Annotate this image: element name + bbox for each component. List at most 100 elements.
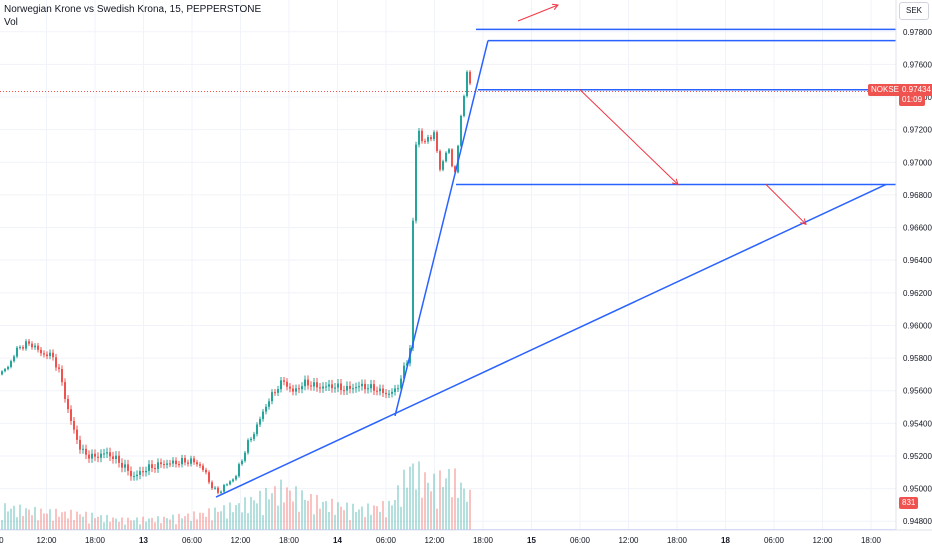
arrow-head: [672, 178, 679, 186]
candle-body: [295, 388, 297, 392]
volume-bar: [409, 466, 411, 530]
volume-bar: [436, 508, 438, 530]
price-tick-label: 0.97000: [903, 158, 932, 167]
arrow-line: [579, 89, 679, 185]
volume-bar: [280, 479, 282, 530]
price-tick-label: 0.95200: [903, 452, 932, 461]
candle-body: [439, 151, 441, 170]
volume-bar: [238, 503, 240, 530]
candle-body: [241, 460, 243, 465]
volume-bar: [421, 497, 423, 530]
candle-body: [121, 462, 123, 468]
chart-title: Norwegian Krone vs Swedish Krona, 15, PE…: [4, 4, 262, 15]
volume-bar: [307, 500, 309, 530]
candle-body: [97, 456, 99, 458]
volume-bar: [127, 517, 129, 530]
candle-body: [25, 341, 27, 349]
volume-value-tag: 831: [899, 497, 919, 509]
candle-body: [469, 71, 471, 84]
candle-body: [127, 464, 129, 471]
candle-body: [418, 130, 420, 145]
candle-body: [88, 454, 90, 459]
volume-bar: [361, 506, 363, 530]
time-scale[interactable]: :00 12:00 18:00 13 06:00 12:00 18:00 14 06:00 12:…: [0, 529, 932, 550]
candle-body: [325, 386, 327, 388]
price-scale[interactable]: 0.978000.976000.974000.972000.970000.968…: [895, 0, 932, 550]
time-tick-label: 06:00: [182, 536, 203, 545]
volume-bar: [196, 519, 198, 530]
arrow-line: [765, 184, 807, 225]
volume-bar: [208, 508, 210, 530]
candle-body: [34, 345, 36, 348]
time-scale-bg: [0, 530, 932, 550]
candle-body: [415, 144, 417, 221]
candle-body: [133, 476, 135, 478]
trend-line-steep: [394, 40, 489, 417]
volume-bar: [277, 505, 279, 530]
candle-body: [466, 71, 468, 97]
candle-body: [202, 465, 204, 470]
candle-body: [52, 352, 54, 358]
candle-body: [376, 390, 378, 392]
candle-body: [118, 455, 120, 463]
volume-bar: [229, 502, 231, 530]
volume-bar: [175, 524, 177, 530]
volume-bar: [349, 520, 351, 530]
candle-body: [115, 455, 117, 460]
candle-body: [223, 485, 225, 492]
volume-bar: [259, 490, 261, 530]
volume-bar: [1, 520, 3, 530]
candle-body: [172, 460, 174, 464]
volume-bars: [1, 461, 471, 530]
candle-body: [298, 388, 300, 390]
candle-body: [166, 463, 168, 465]
time-tick-label: 18:00: [667, 536, 688, 545]
price-tick-label: 0.96400: [903, 256, 932, 265]
volume-bar: [37, 520, 39, 530]
price-tick-label: 0.96800: [903, 191, 932, 200]
candle-body: [400, 378, 402, 389]
drawing-layer[interactable]: [0, 3, 896, 531]
volume-bar: [133, 520, 135, 530]
volume-bar: [424, 472, 426, 530]
candle-body: [388, 393, 390, 395]
candle-body: [463, 96, 465, 116]
volume-bar: [358, 509, 360, 530]
volume-bar: [205, 516, 207, 530]
volume-bar: [100, 515, 102, 530]
time-tick-label: 12:00: [424, 536, 445, 545]
price-scale-bg: [896, 0, 932, 550]
volume-bar: [325, 501, 327, 530]
volume-bar: [463, 488, 465, 530]
volume-bar: [331, 498, 333, 530]
candle-body: [280, 380, 282, 390]
volume-bar: [403, 469, 405, 530]
volume-bar: [271, 493, 273, 530]
grid-lines: [0, 0, 896, 530]
volume-bar: [373, 505, 375, 530]
candle-body: [379, 388, 381, 392]
candle-body: [106, 452, 108, 454]
time-tick-label: 18:00: [279, 536, 300, 545]
candle-body: [163, 464, 165, 466]
candle-body: [169, 463, 171, 465]
volume-bar: [310, 493, 312, 530]
candle-body: [310, 385, 312, 387]
time-tick-label: 12:00: [36, 536, 57, 545]
candle-body: [103, 453, 105, 455]
volume-bar: [220, 511, 222, 530]
candle-body: [244, 452, 246, 461]
candle-body: [238, 464, 240, 477]
candle-body: [382, 388, 384, 393]
candle-body: [211, 482, 213, 489]
volume-bar: [64, 511, 66, 530]
volume-bar: [448, 468, 450, 530]
volume-bar: [244, 497, 246, 530]
candle-body: [208, 472, 210, 483]
candle-body: [292, 388, 294, 392]
volume-bar: [61, 512, 63, 530]
candle-body: [433, 132, 435, 140]
volume-bar: [82, 516, 84, 530]
currency-button[interactable]: SEK: [899, 2, 929, 20]
